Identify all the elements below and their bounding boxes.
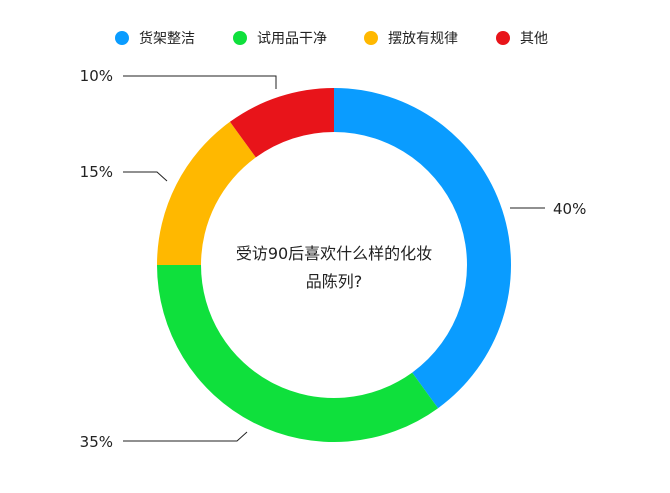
legend-label: 试用品干净 xyxy=(257,31,327,47)
percentage-labels: 40% 35% 15% 10% xyxy=(80,67,587,451)
label-leader-lines xyxy=(123,75,545,442)
slice-percentage-label: 15% xyxy=(80,163,113,181)
leader-line xyxy=(123,431,248,442)
center-title-line-1: 受访90后喜欢什么样的化妆 xyxy=(236,244,432,263)
slice-percentage-label: 40% xyxy=(553,200,586,218)
legend-item: 货架整洁 xyxy=(115,30,195,47)
donut-slice xyxy=(157,265,439,443)
legend-swatch xyxy=(364,31,378,45)
leader-line xyxy=(123,75,277,89)
donut-slice xyxy=(157,121,256,266)
donut-slice xyxy=(229,88,334,158)
legend-item: 摆放有规律 xyxy=(364,31,458,47)
center-title: 受访90后喜欢什么样的化妆 品陈列? xyxy=(236,244,432,291)
legend-label: 货架整洁 xyxy=(139,30,195,47)
slice-percentage-label: 10% xyxy=(80,67,113,85)
legend-item: 试用品干净 xyxy=(233,31,327,47)
legend-swatch xyxy=(115,31,129,45)
donut-slice xyxy=(334,88,511,409)
legend-swatch xyxy=(233,31,247,45)
legend-label: 其他 xyxy=(520,31,548,47)
leader-line xyxy=(123,171,168,182)
legend-label: 摆放有规律 xyxy=(388,31,458,47)
legend-item: 其他 xyxy=(496,31,548,47)
chart-legend: 货架整洁 试用品干净 摆放有规律 其他 xyxy=(115,30,548,47)
center-title-line-2: 品陈列? xyxy=(306,272,363,291)
donut-slices xyxy=(157,88,511,443)
slice-percentage-label: 35% xyxy=(80,433,113,451)
legend-swatch xyxy=(496,31,510,45)
